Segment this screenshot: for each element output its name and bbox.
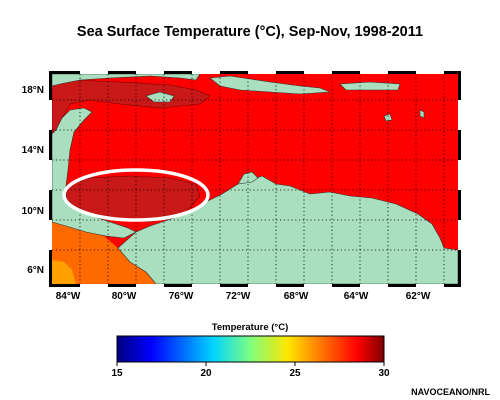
colorbar-tick-15: 15 [111, 368, 123, 379]
credit-label: NAVOCEANO/NRL [411, 387, 490, 397]
lon-label-84w: 84°W [56, 291, 81, 302]
colorbar [116, 335, 385, 363]
colorbar-ticks [116, 362, 385, 366]
cooler-sea-pacific [52, 260, 76, 284]
colorbar-tick-30: 30 [378, 368, 390, 379]
colorbar-tick-25: 25 [289, 368, 301, 379]
land-island-small [383, 113, 393, 122]
map-title: Sea Surface Temperature (°C), Sep-Nov, 1… [76, 24, 424, 40]
land-jamaica [145, 91, 175, 103]
land-peninsula-guajira [237, 171, 259, 185]
land-hispaniola [209, 75, 331, 95]
colorbar-label: Temperature (°C) [211, 322, 289, 333]
cool-sea-pacific [52, 222, 156, 284]
land-cuba [52, 74, 201, 87]
lat-label-18n: 18°N [22, 85, 44, 96]
highlight-ellipse [62, 168, 210, 222]
lon-label-64w: 64°W [344, 291, 369, 302]
lat-label-14n: 14°N [22, 145, 44, 156]
lon-label-76w: 76°W [169, 291, 194, 302]
lat-label-10n: 10°N [22, 206, 44, 217]
land-south-america [117, 175, 458, 284]
colorbar-tick-20: 20 [200, 368, 212, 379]
lon-label-72w: 72°W [226, 291, 251, 302]
graticule [52, 74, 458, 284]
lat-label-6n: 6°N [27, 265, 44, 276]
lon-label-62w: 62°W [406, 291, 431, 302]
land-puerto-rico [339, 81, 401, 91]
lon-label-80w: 80°W [112, 291, 137, 302]
land-lesser-antilles [419, 109, 425, 119]
lon-label-68w: 68°W [284, 291, 309, 302]
